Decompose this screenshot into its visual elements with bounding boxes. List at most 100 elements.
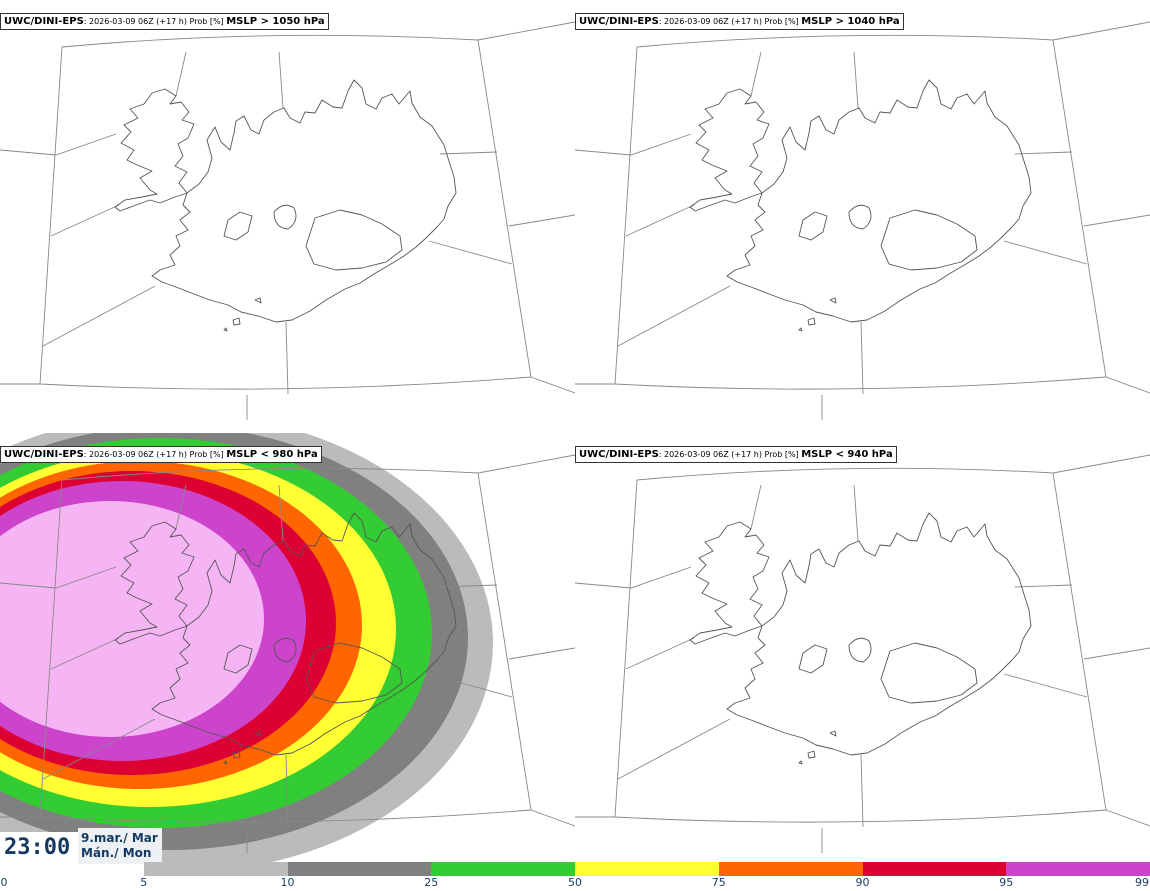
graticule bbox=[575, 21, 1150, 420]
grid-line bbox=[42, 718, 156, 780]
panel-mslp-lt-980: UWC/DINI-EPS: 2026-03-09 06Z (+17 h) Pro… bbox=[0, 433, 575, 863]
island bbox=[829, 297, 837, 304]
glacier-vatnajokull bbox=[305, 642, 403, 704]
grid-line bbox=[1083, 647, 1150, 660]
grid-line bbox=[625, 204, 695, 237]
panel-title: UWC/DINI-EPS: 2026-03-09 06Z (+17 h) Pro… bbox=[575, 13, 904, 30]
grid-line bbox=[530, 809, 575, 827]
colorbar-bin-5-10 bbox=[143, 862, 288, 876]
grid-line bbox=[860, 321, 864, 395]
mainland bbox=[151, 512, 457, 756]
glacier-langjokull bbox=[273, 204, 297, 230]
iceland-coastline bbox=[114, 512, 457, 765]
panel-title: UWC/DINI-EPS: 2026-03-09 06Z (+17 h) Pro… bbox=[0, 13, 329, 30]
grid-line bbox=[285, 321, 289, 395]
grid-line bbox=[1052, 21, 1150, 41]
grid-line bbox=[278, 51, 284, 109]
glacier-vatnajokull bbox=[880, 209, 978, 271]
run-info: : 2026-03-09 06Z (+17 h) Prob [%] bbox=[658, 450, 799, 459]
westfjords bbox=[689, 521, 770, 645]
grid-line bbox=[1014, 151, 1073, 155]
grid-line bbox=[1052, 454, 1150, 474]
grid-line bbox=[575, 133, 692, 156]
run-info: : 2026-03-09 06Z (+17 h) Prob [%] bbox=[658, 17, 799, 26]
grid-line bbox=[750, 51, 762, 97]
colorbar-tick-label: 75 bbox=[711, 876, 726, 889]
grid-line bbox=[1083, 214, 1150, 227]
island bbox=[798, 327, 803, 332]
map-canvas bbox=[575, 21, 1150, 420]
map-canvas bbox=[0, 21, 575, 420]
iceland-coastline bbox=[689, 79, 1032, 332]
grid-line bbox=[428, 240, 513, 265]
threshold-label: MSLP < 980 hPa bbox=[226, 449, 318, 460]
colorbar-tick-label: 0 bbox=[0, 876, 8, 889]
grid-line bbox=[50, 204, 120, 237]
glacier-hofsjokull bbox=[223, 644, 253, 674]
iceland-coastline bbox=[689, 512, 1032, 765]
island bbox=[807, 750, 816, 759]
colorbar-tick-label: 5 bbox=[140, 876, 148, 889]
grid-line bbox=[439, 151, 498, 155]
grid-line bbox=[617, 718, 731, 780]
colorbar-bin-90-95 bbox=[862, 862, 1007, 876]
colorbar-bin-95-99 bbox=[1006, 862, 1150, 876]
panel-title: UWC/DINI-EPS: 2026-03-09 06Z (+17 h) Pro… bbox=[575, 446, 897, 463]
probability-field bbox=[0, 433, 493, 863]
colorbar-bin-50-75 bbox=[575, 862, 719, 876]
model-name: UWC/DINI-EPS bbox=[579, 449, 659, 460]
grid-line bbox=[508, 214, 575, 227]
panel-mslp-gt-1050: UWC/DINI-EPS: 2026-03-09 06Z (+17 h) Pro… bbox=[0, 0, 575, 430]
glacier-vatnajokull bbox=[880, 642, 978, 704]
map-canvas bbox=[575, 454, 1150, 853]
glacier-vatnajokull bbox=[305, 209, 403, 271]
domain-border bbox=[39, 467, 532, 823]
grid-line bbox=[175, 484, 187, 530]
glacier-langjokull bbox=[848, 204, 872, 230]
colorbar-tick-label: 50 bbox=[568, 876, 582, 889]
island bbox=[232, 750, 241, 759]
grid-line bbox=[1003, 673, 1088, 698]
mainland bbox=[726, 512, 1032, 756]
island bbox=[232, 317, 241, 326]
colorbar-tick-label: 99 bbox=[1135, 876, 1149, 889]
threshold-label: MSLP > 1050 hPa bbox=[226, 16, 325, 27]
valid-date: 9.mar./ Mar Mán./ Mon bbox=[78, 828, 162, 864]
grid-line bbox=[0, 566, 117, 589]
grid-line bbox=[50, 637, 120, 670]
date-line-1: 9.mar./ Mar bbox=[81, 831, 158, 845]
domain-border bbox=[614, 34, 1107, 390]
glacier-hofsjokull bbox=[798, 644, 828, 674]
colorbar-bin-10-25 bbox=[287, 862, 432, 876]
westfjords bbox=[689, 88, 770, 212]
grid-line bbox=[1105, 809, 1150, 827]
westfjords bbox=[114, 521, 195, 645]
grid-line bbox=[42, 285, 156, 347]
island bbox=[829, 730, 837, 737]
grid-line bbox=[0, 133, 117, 156]
grid-line bbox=[285, 754, 289, 828]
graticule bbox=[575, 454, 1150, 853]
colorbar-tick-label: 25 bbox=[424, 876, 439, 889]
colorbar-bin-75-90 bbox=[718, 862, 863, 876]
model-name: UWC/DINI-EPS bbox=[4, 16, 84, 27]
model-name: UWC/DINI-EPS bbox=[579, 16, 659, 27]
glacier-hofsjokull bbox=[798, 211, 828, 241]
run-info: : 2026-03-09 06Z (+17 h) Prob [%] bbox=[83, 450, 224, 459]
grid-line bbox=[428, 673, 513, 698]
glacier-hofsjokull bbox=[223, 211, 253, 241]
westfjords bbox=[114, 88, 195, 212]
grid-line bbox=[508, 647, 575, 660]
grid-line bbox=[575, 566, 692, 589]
island bbox=[223, 327, 228, 332]
island bbox=[223, 760, 228, 765]
valid-time: 23:00 bbox=[0, 832, 82, 864]
grid-line bbox=[617, 285, 731, 347]
prob-shell-99-100 bbox=[0, 501, 264, 737]
grid-line bbox=[175, 51, 187, 97]
grid-line bbox=[439, 584, 498, 588]
domain-border bbox=[614, 467, 1107, 823]
grid-line bbox=[477, 454, 575, 474]
colorbar-bin-25-50 bbox=[431, 862, 575, 876]
colorbar-tick-label: 10 bbox=[280, 876, 295, 889]
